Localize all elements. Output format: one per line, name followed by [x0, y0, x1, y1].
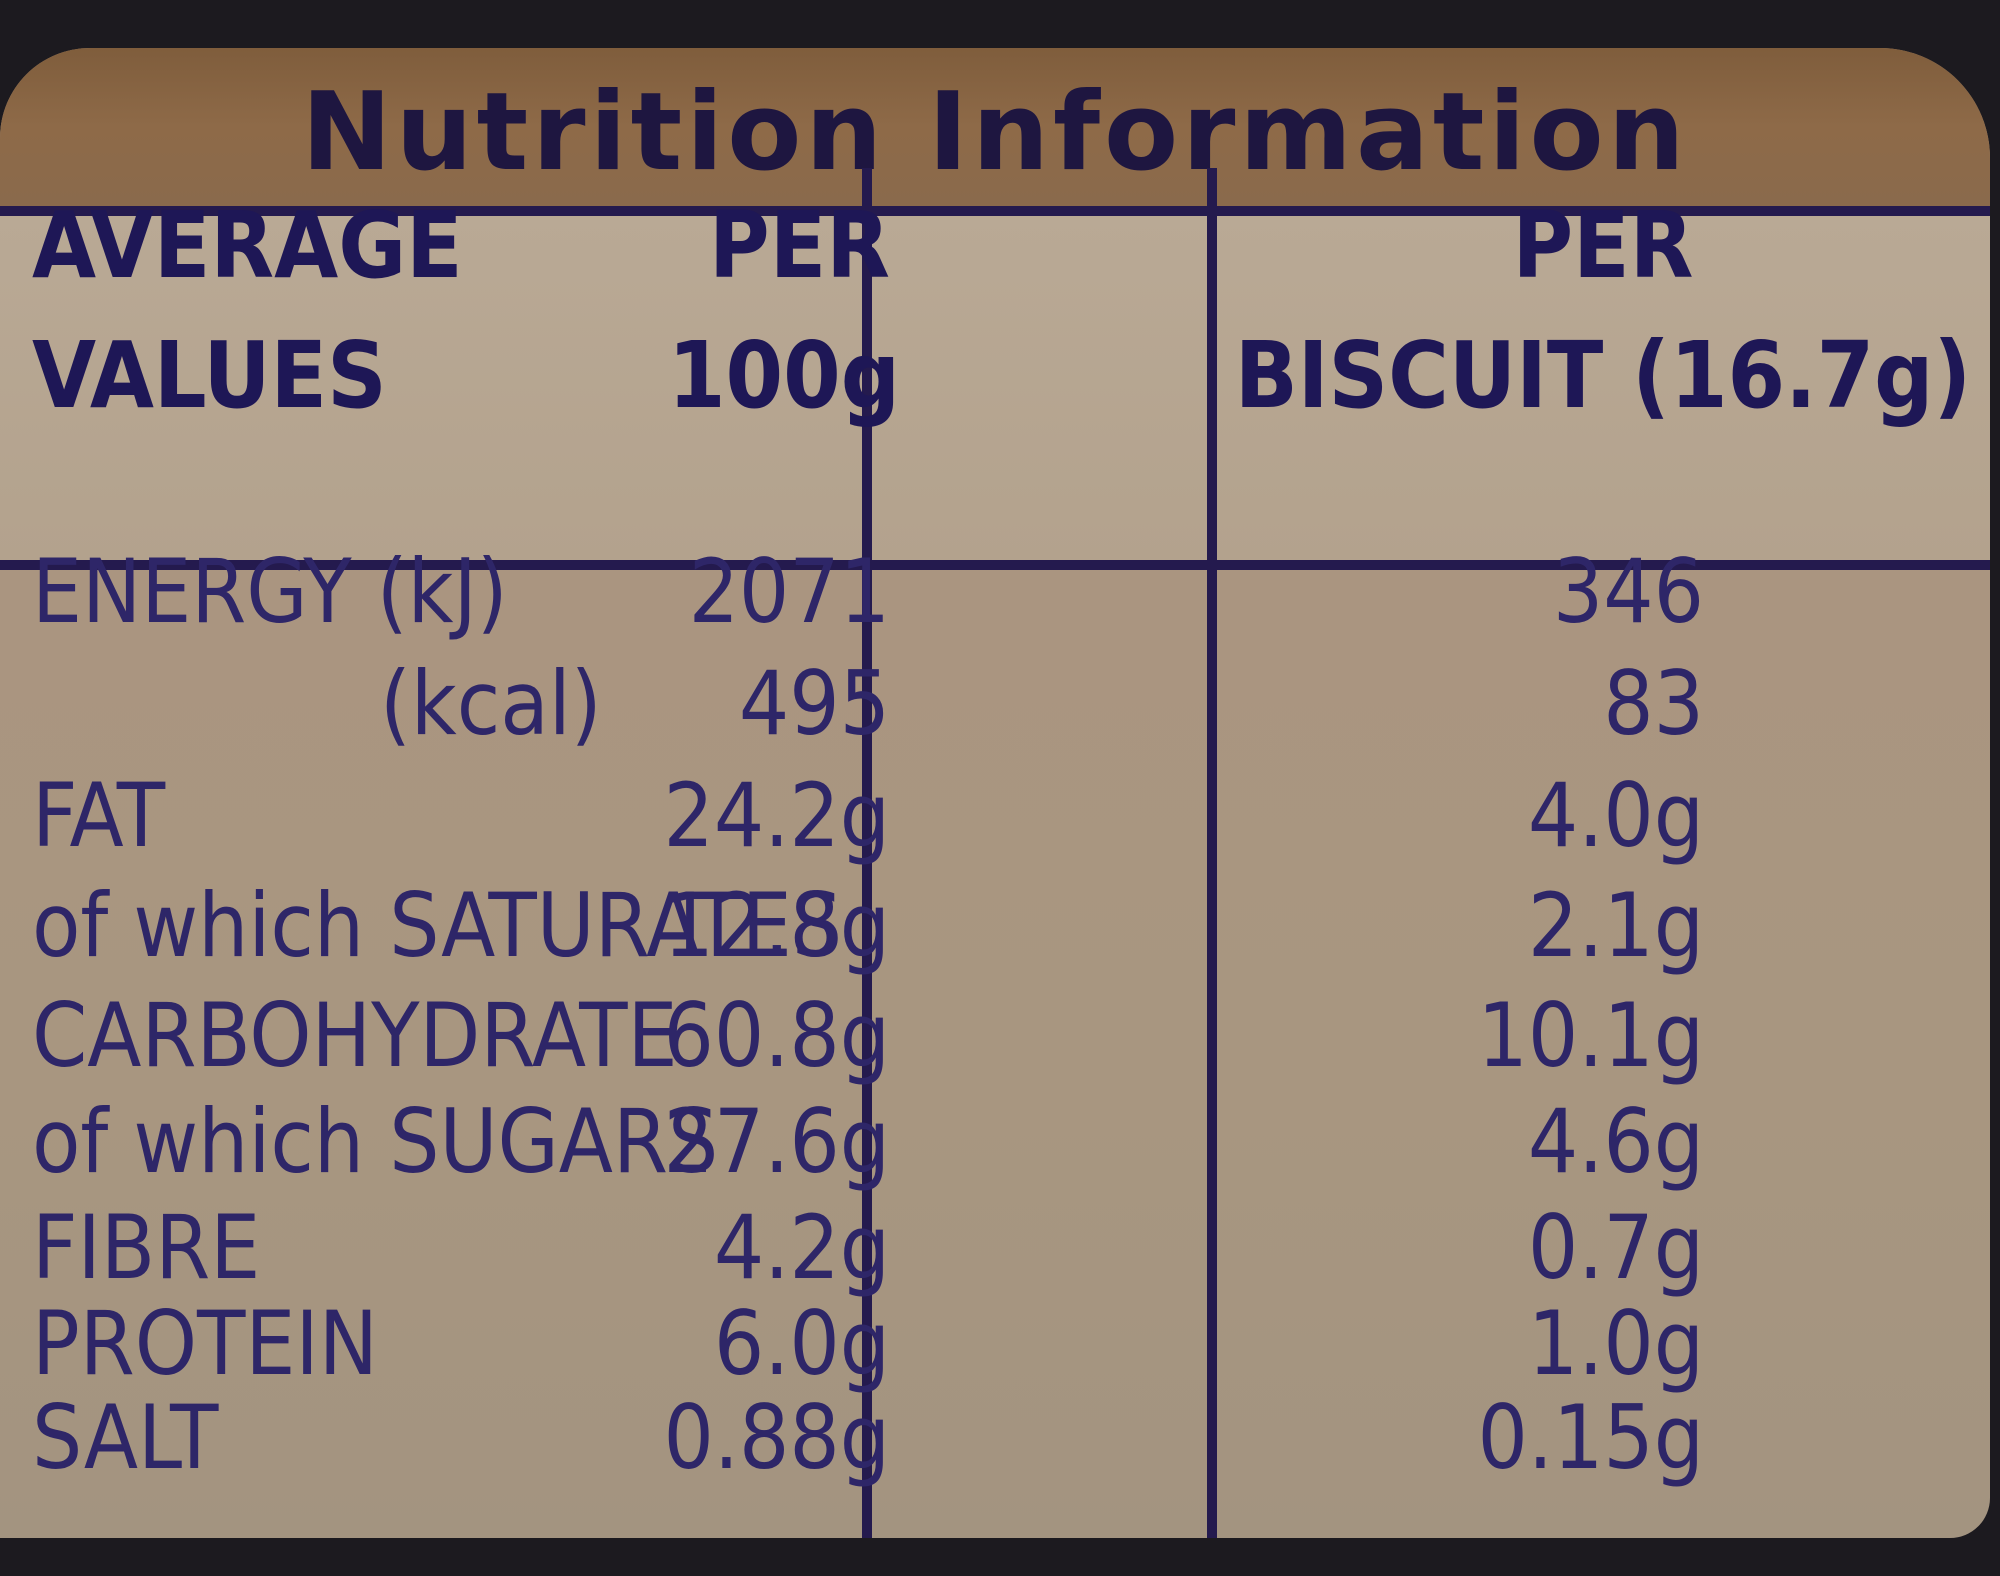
- row-label: SALT: [32, 1386, 219, 1489]
- row-fibre: FIBRE 4.2g 0.7g: [0, 1204, 2000, 1308]
- per-biscuit-value: 10.1g: [1477, 984, 1705, 1087]
- per-biscuit-value: 0.7g: [1527, 1196, 1704, 1299]
- per-100g-value: 4.2g: [713, 1196, 890, 1299]
- per-100g-value: 0.88g: [663, 1386, 891, 1489]
- per-biscuit-value: 346: [1552, 540, 1704, 643]
- per-100g-value: 60.8g: [663, 984, 891, 1087]
- row-energy-kj: ENERGY (kJ) 2071 346: [0, 548, 2000, 652]
- row-label: of which SUGARS: [32, 1090, 719, 1193]
- title-bar: Nutrition Information: [0, 48, 1990, 216]
- per-biscuit-value: 0.15g: [1477, 1386, 1705, 1489]
- row-fat: FAT 24.2g 4.0g: [0, 772, 2000, 876]
- per-biscuit-value: 2.1g: [1527, 874, 1704, 977]
- nutrition-title: Nutrition Information: [301, 70, 1689, 195]
- header-values: VALUES: [32, 322, 387, 429]
- row-label: PROTEIN: [32, 1292, 378, 1395]
- row-label: of which SATURATES: [32, 874, 843, 977]
- header-per-biscuit-1: PER: [1512, 192, 1694, 299]
- header-100g: 100g: [667, 322, 900, 429]
- header-per: PER: [709, 192, 890, 299]
- header-per-biscuit-2: BISCUIT (16.7g): [1234, 322, 1972, 429]
- per-100g-value: 24.2g: [663, 764, 891, 867]
- row-sugars: of which SUGARS 27.6g 4.6g: [0, 1098, 2000, 1202]
- row-label: FIBRE: [32, 1196, 261, 1299]
- row-label: FAT: [32, 764, 166, 867]
- column-divider: [1207, 168, 1217, 1548]
- per-100g-value: 12.8g: [663, 874, 891, 977]
- footer-strip: [0, 1538, 2000, 1576]
- per-biscuit-value: 83: [1603, 652, 1704, 755]
- row-label: (kcal): [380, 652, 602, 755]
- column-divider: [862, 168, 872, 1548]
- row-protein: PROTEIN 6.0g 1.0g: [0, 1300, 2000, 1404]
- row-label: ENERGY (kJ): [32, 540, 508, 643]
- per-100g-value: 27.6g: [663, 1090, 891, 1193]
- per-100g-value: 495: [738, 652, 890, 755]
- row-energy-kcal: (kcal) 495 83: [0, 660, 2000, 764]
- per-100g-value: 2071: [688, 540, 890, 643]
- nutrition-panel: Nutrition Information: [0, 48, 1990, 1538]
- header-row: [0, 216, 1990, 570]
- per-100g-value: 6.0g: [713, 1292, 890, 1395]
- per-biscuit-value: 4.0g: [1527, 764, 1704, 867]
- row-carbohydrate: CARBOHYDRATE 60.8g 10.1g: [0, 992, 2000, 1096]
- per-biscuit-value: 1.0g: [1527, 1292, 1704, 1395]
- header-average: AVERAGE: [32, 192, 463, 299]
- per-biscuit-value: 4.6g: [1527, 1090, 1704, 1193]
- row-saturates: of which SATURATES 12.8g 2.1g: [0, 882, 2000, 986]
- row-salt: SALT 0.88g 0.15g: [0, 1394, 2000, 1498]
- row-label: CARBOHYDRATE: [32, 984, 678, 1087]
